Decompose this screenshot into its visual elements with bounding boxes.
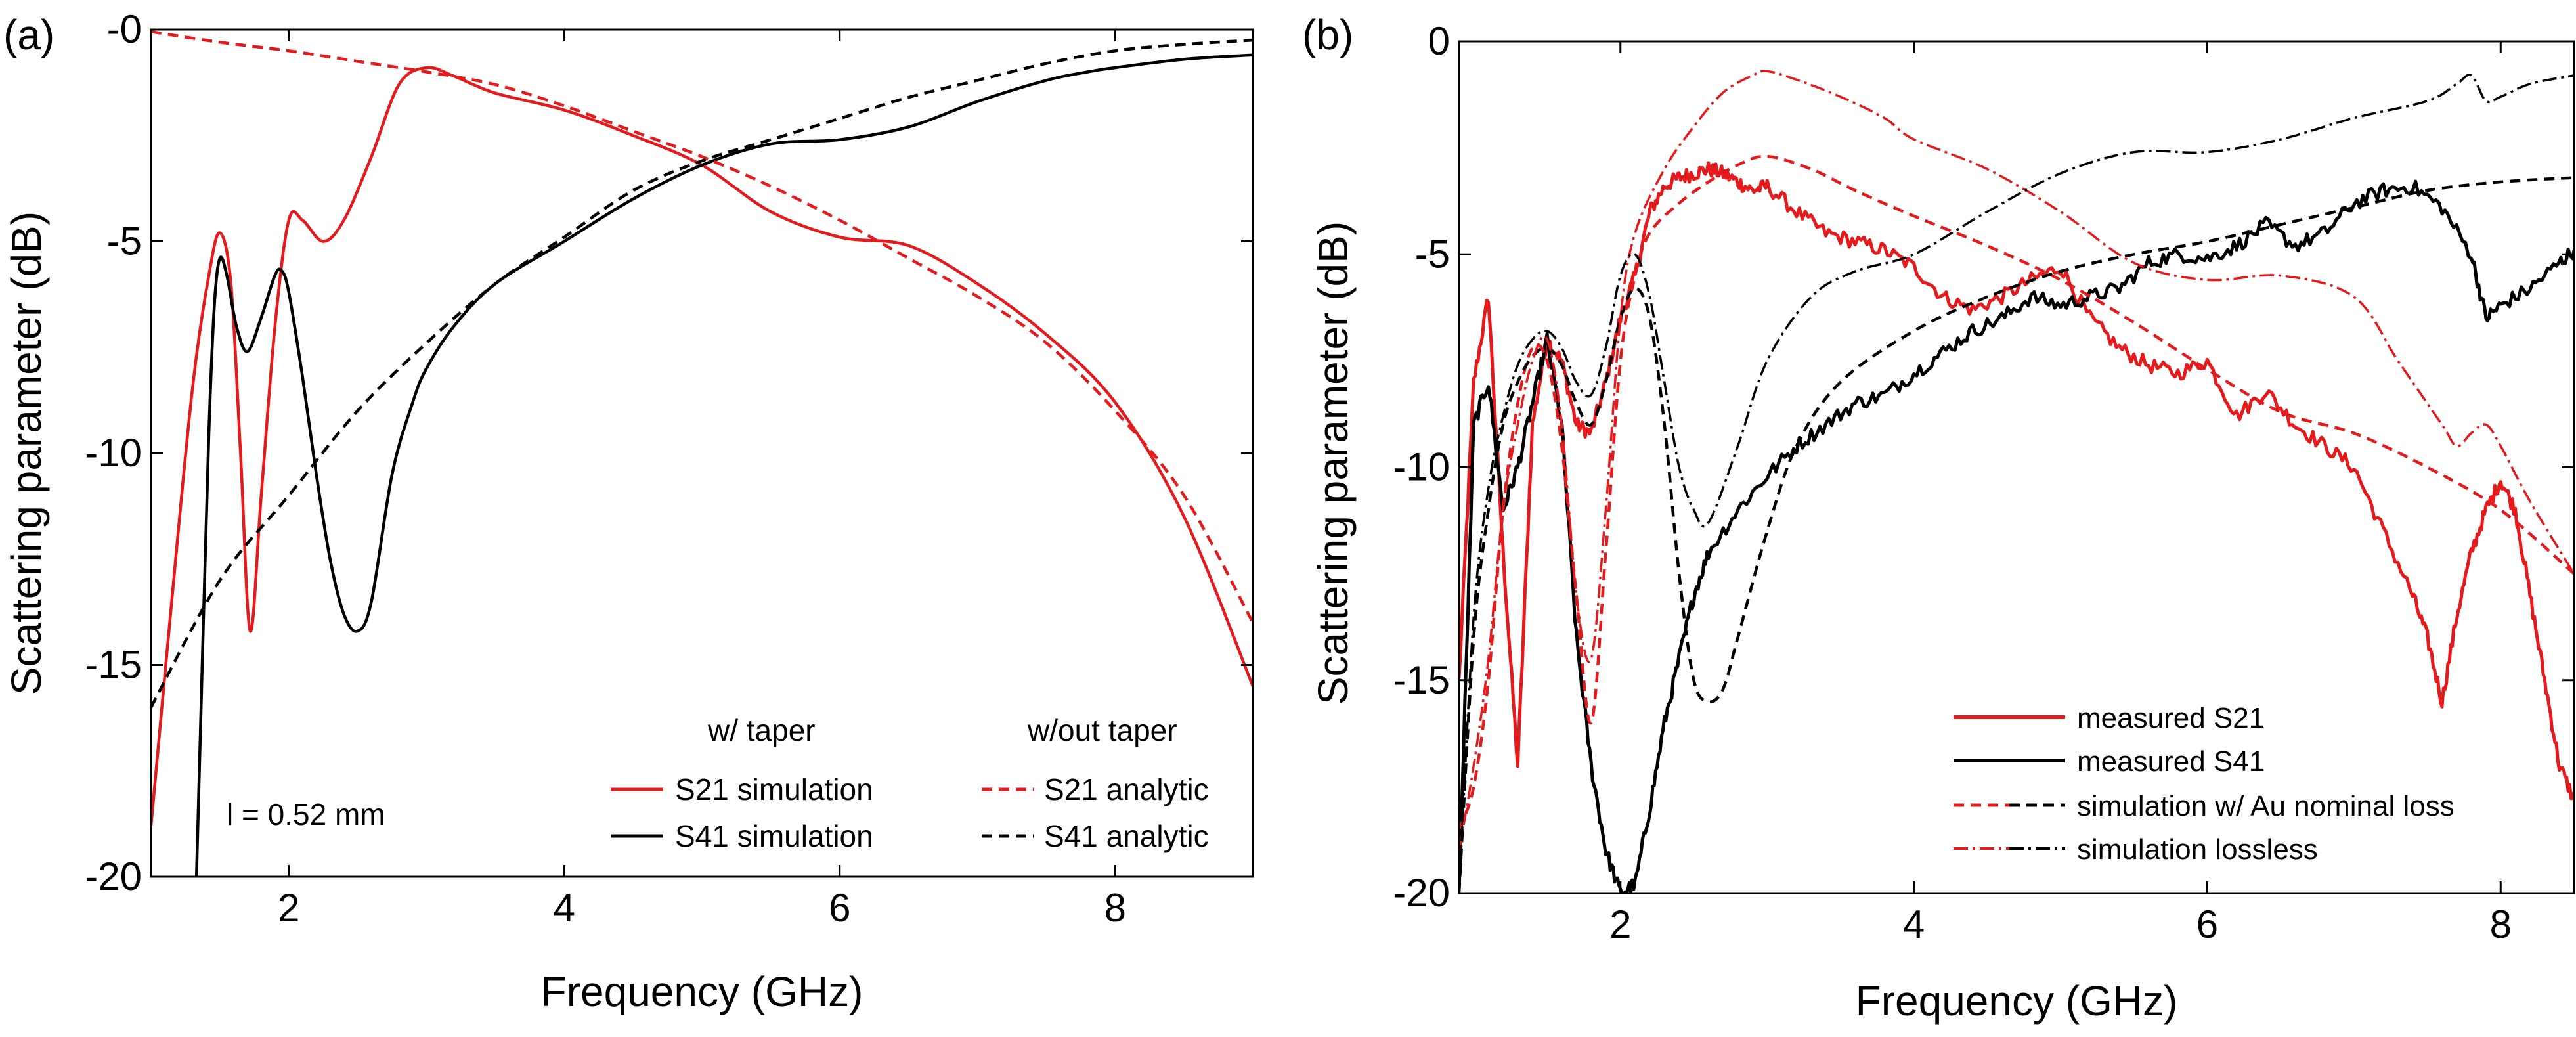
panel-b-axes-frame [1458,40,2575,894]
panel-b-legend: measured S21 measured S41 simulation w/ … [1954,702,2455,866]
panel-b-ytick-label-3: -15 [1393,658,1450,702]
panel-b-ytick-label-1: -5 [1415,232,1450,276]
panel-b-ylabel: Scattering parameter (dB) [1309,221,1357,705]
panel-b-ytick-label-2: -10 [1393,445,1450,489]
panel-a-ytick-label-4: -20 [85,854,142,898]
panel-b-xtick-label-1: 4 [1903,902,1925,946]
panel-b-xtick-label-3: 8 [2490,902,2512,946]
panel-a-series-3 [151,38,1253,709]
panel-a-label: (a) [3,11,55,58]
legend-label-measured-s41: measured S41 [2077,745,2265,778]
panel-b-ytick-label-4: -20 [1393,871,1450,915]
panel-b-series-5 [1459,74,2574,893]
panel-b-series-3 [1459,176,2574,893]
legend-label-s21-analytic: S21 analytic [1044,772,1209,806]
panel-a-xtick-label-1: 4 [554,886,575,930]
panel-a-legend: w/ taper w/out taper S21 simulation S41 … [611,713,1209,853]
panel-b-xticks: 2 4 6 8 [1609,41,2512,946]
panel-a-ytick-label-3: -15 [85,643,142,687]
panel-a-xtick-label-0: 2 [278,886,299,930]
legend-label-s41-simulation: S41 simulation [675,819,873,853]
panel-a-lines [151,30,1253,877]
legend-label-measured-s21: measured S21 [2077,702,2265,734]
panel-b-xtick-label-0: 2 [1609,902,1631,946]
legend-header-no-taper: w/out taper [1027,713,1177,747]
panel-a-xtick-label-3: 8 [1104,886,1126,930]
legend-header-taper: w/ taper [707,713,816,747]
panel-b-ytick-label-0: 0 [1428,19,1450,63]
legend-label-s21-simulation: S21 simulation [675,772,873,806]
panel-b-xtick-label-2: 6 [2196,902,2218,946]
panel-a-xlabel: Frequency (GHz) [541,968,863,1015]
length-annotation: l = 0.52 mm [227,797,385,831]
panel-b-label: (b) [1302,11,1353,58]
panel-a-ytick-label-1: -5 [107,219,142,263]
panel-b: (b) 2 4 6 8 0 -5 -10 -15 -20 Frequency (GHz) Sc… [1302,11,2575,1025]
panel-a-yticks: -0 -5 -10 -15 -20 [85,7,1253,898]
panel-a-xtick-label-2: 6 [829,886,850,930]
panel-b-yticks: 0 -5 -10 -15 -20 [1393,19,2574,915]
panel-b-series-4 [1459,70,2574,851]
panel-b-xlabel: Frequency (GHz) [1856,977,2178,1025]
panel-a: (a) 2 4 6 8 -0 -5 -10 -15 -20 Frequency (GHz) S… [3,7,1254,1015]
legend-label-sim-lossless: simulation lossless [2077,833,2318,866]
panel-b-series-2 [1459,154,2574,830]
panel-a-series-2 [151,30,1253,624]
panel-b-lines [1459,70,2574,893]
panel-a-series-0 [151,66,1253,826]
panel-a-axes-frame [150,28,1254,878]
panel-b-series-0 [1459,161,2574,801]
panel-a-ytick-label-2: -10 [85,431,142,475]
legend-label-sim-nominal-loss: simulation w/ Au nominal loss [2077,790,2455,822]
panel-a-ytick-label-0: -0 [107,7,142,51]
panel-b-series-1 [1459,179,2574,893]
legend-label-s41-analytic: S41 analytic [1044,819,1209,853]
panel-a-xticks: 2 4 6 8 [278,30,1126,930]
panel-a-series-1 [194,53,1253,877]
panel-a-ylabel: Scattering parameter (dB) [3,211,50,695]
